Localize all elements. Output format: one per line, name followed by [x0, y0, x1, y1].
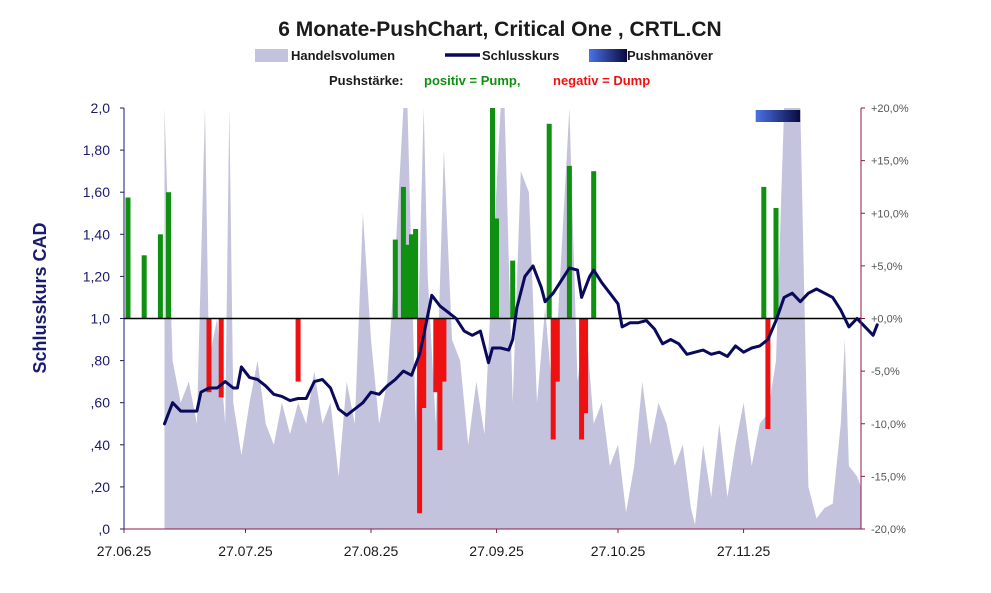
push-bar-20: [546, 123, 552, 319]
pushmanoever-bar-0: [755, 110, 801, 122]
push-bar-15: [437, 318, 443, 451]
xtick-label-0: 27.06.25: [97, 543, 152, 559]
close-price-line: [163, 264, 879, 426]
push-legend-label: Pushstärke:: [329, 73, 403, 88]
push-bar-9: [405, 244, 410, 319]
legend-label-volume: Handelsvolumen: [291, 48, 395, 63]
ytick-label-7: 1,40: [83, 226, 110, 242]
x-ticks: 27.06.25 27.07.25 27.08.25 27.09.25 27.10.25…: [97, 529, 771, 559]
legend-swatch-push: [589, 49, 627, 62]
push-bar-3: [166, 192, 171, 319]
ytick-label-2: ,40: [91, 437, 111, 453]
chart-title: 6 Monate-PushChart, Critical One , CRTL.…: [278, 18, 721, 41]
push-bar-5: [218, 318, 224, 398]
y2tick-label-6: +10,0%: [871, 208, 909, 220]
push-bar-layer: [125, 108, 779, 514]
push-bar-17: [490, 108, 495, 319]
pushmanoever-layer: [755, 110, 801, 122]
y2tick-label-1: -15,0%: [871, 471, 906, 483]
push-bar-14: [433, 318, 439, 393]
push-bar-2: [157, 234, 163, 319]
volume-area: [164, 108, 861, 529]
close-line-layer: [163, 264, 879, 426]
push-legend-negative: negativ = Dump: [553, 73, 650, 88]
xtick-label-1: 27.07.25: [218, 543, 273, 559]
xtick-label-4: 27.10.25: [591, 543, 646, 559]
push-bar-22: [554, 318, 560, 382]
y2tick-label-7: +15,0%: [871, 156, 909, 168]
ytick-label-0: ,0: [98, 521, 110, 537]
y2tick-label-5: +5,0%: [871, 261, 903, 273]
y-axis-label: Schlusskurs CAD: [30, 222, 50, 373]
legend-label-push: Pushmanöver: [627, 48, 713, 63]
push-legend-positive: positiv = Pump,: [424, 73, 520, 88]
push-bar-4: [206, 318, 212, 393]
push-bar-7: [392, 239, 398, 319]
volume-area-layer: [164, 108, 861, 529]
push-bar-8: [400, 186, 406, 319]
ytick-label-8: 1,60: [83, 184, 110, 200]
ytick-label-9: 1,80: [83, 142, 110, 158]
push-bar-24: [579, 318, 585, 440]
push-bar-12: [417, 318, 423, 514]
push-bar-26: [591, 171, 597, 319]
push-bar-18: [494, 218, 499, 319]
push-bar-29: [773, 208, 779, 319]
push-bar-0: [125, 197, 131, 319]
push-bar-28: [765, 318, 771, 429]
push-bar-6: [295, 318, 301, 382]
y2tick-label-4: +0,0%: [871, 314, 903, 326]
y2tick-label-2: -10,0%: [871, 419, 906, 431]
ytick-label-6: 1,20: [83, 268, 110, 284]
legend-swatch-volume: [255, 49, 288, 62]
push-bar-1: [141, 255, 147, 319]
y2tick-label-3: -5,0%: [871, 366, 900, 378]
legend-label-close: Schlusskurs: [482, 48, 559, 63]
y2-ticks: -20,0% -15,0% -10,0% -5,0% +0,0% +5,0% +10,0% +…: [861, 103, 909, 536]
y2tick-label-0: -20,0%: [871, 524, 906, 536]
push-bar-21: [550, 318, 556, 440]
push-bar-27: [761, 186, 767, 319]
push-bar-25: [583, 318, 589, 414]
push-bar-16: [441, 318, 447, 382]
ytick-label-3: ,60: [91, 395, 111, 411]
push-bar-11: [413, 229, 419, 319]
y-ticks: ,0 ,20 ,40 ,60 ,80 1,0 1,20 1,40 1,60 1,80 2,0: [83, 100, 124, 537]
push-bar-19: [510, 260, 516, 319]
ytick-label-10: 2,0: [91, 100, 111, 116]
xtick-label-2: 27.08.25: [344, 543, 399, 559]
ytick-label-1: ,20: [91, 479, 111, 495]
push-bar-13: [421, 318, 427, 408]
push-bar-23: [566, 165, 572, 319]
xtick-label-5: 27.11.25: [717, 543, 771, 559]
xtick-label-3: 27.09.25: [469, 543, 524, 559]
y2tick-label-8: +20,0%: [871, 103, 909, 115]
ytick-label-4: ,80: [91, 353, 111, 369]
push-bar-10: [409, 234, 414, 319]
ytick-label-5: 1,0: [91, 311, 111, 327]
